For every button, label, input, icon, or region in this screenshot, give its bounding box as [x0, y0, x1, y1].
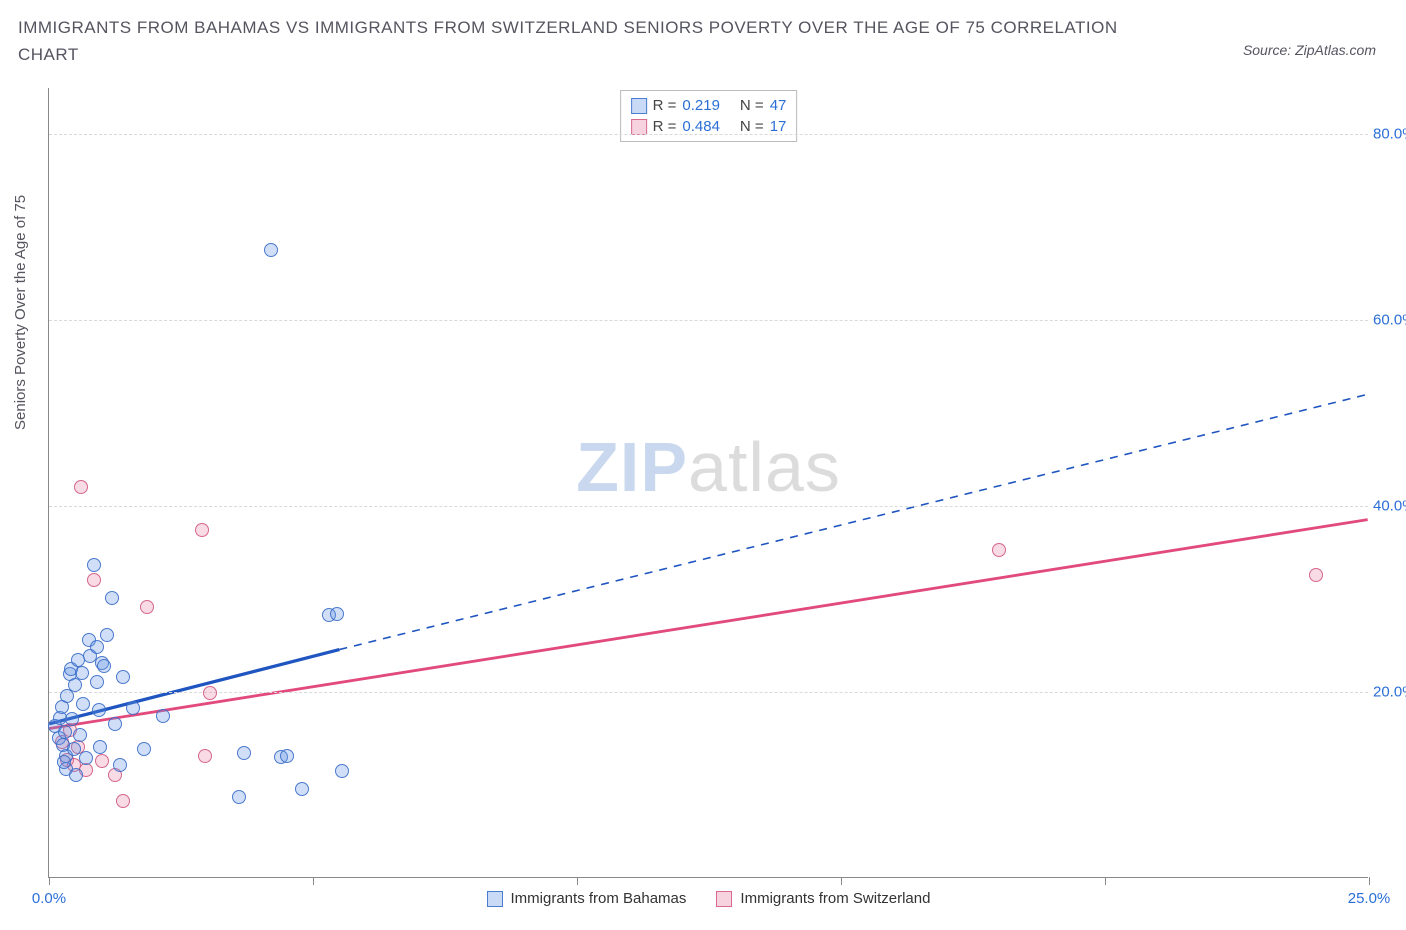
x-tick	[313, 877, 314, 885]
x-tick-label: 0.0%	[32, 890, 66, 907]
scatter-point-switzerland	[1309, 568, 1323, 582]
trend-line	[339, 394, 1367, 649]
chart-title: IMMIGRANTS FROM BAHAMAS VS IMMIGRANTS FR…	[18, 14, 1118, 68]
x-tick	[1369, 877, 1370, 885]
gridline-h	[49, 692, 1368, 693]
y-tick-label: 20.0%	[1373, 684, 1406, 701]
plot-area: ZIPatlas R = 0.219 N = 47 R = 0.484 N = …	[48, 88, 1368, 878]
watermark-zip: ZIP	[576, 428, 688, 506]
legend-bahamas-N: 47	[770, 95, 787, 116]
scatter-point-switzerland	[116, 794, 130, 808]
scatter-point-bahamas	[73, 728, 87, 742]
scatter-point-bahamas	[108, 717, 122, 731]
legend-series: Immigrants from Bahamas Immigrants from …	[49, 890, 1368, 907]
scatter-point-bahamas	[87, 558, 101, 572]
scatter-point-bahamas	[79, 751, 93, 765]
scatter-point-switzerland	[140, 600, 154, 614]
source-attribution: Source: ZipAtlas.com	[1243, 42, 1376, 58]
scatter-point-bahamas	[100, 628, 114, 642]
swatch-blue-icon	[631, 98, 647, 114]
scatter-point-switzerland	[203, 686, 217, 700]
swatch-pink-icon	[631, 119, 647, 135]
scatter-point-switzerland	[74, 480, 88, 494]
scatter-point-bahamas	[75, 666, 89, 680]
scatter-point-bahamas	[137, 742, 151, 756]
scatter-point-bahamas	[90, 675, 104, 689]
scatter-point-bahamas	[97, 659, 111, 673]
scatter-point-bahamas	[335, 764, 349, 778]
x-tick	[841, 877, 842, 885]
watermark-atlas: atlas	[688, 428, 841, 506]
scatter-point-bahamas	[65, 712, 79, 726]
y-tick-label: 40.0%	[1373, 498, 1406, 515]
legend-bahamas-label: Immigrants from Bahamas	[511, 890, 687, 907]
scatter-point-bahamas	[280, 749, 294, 763]
legend-series-switzerland: Immigrants from Switzerland	[716, 890, 930, 907]
legend-stats-row-bahamas: R = 0.219 N = 47	[631, 95, 787, 116]
watermark: ZIPatlas	[576, 427, 841, 507]
trend-line	[49, 520, 1367, 729]
scatter-point-bahamas	[330, 607, 344, 621]
scatter-point-bahamas	[237, 746, 251, 760]
x-tick	[577, 877, 578, 885]
scatter-point-bahamas	[126, 701, 140, 715]
scatter-point-switzerland	[95, 754, 109, 768]
legend-bahamas-R: 0.219	[682, 95, 720, 116]
scatter-point-bahamas	[93, 740, 107, 754]
scatter-point-bahamas	[264, 243, 278, 257]
x-tick	[1105, 877, 1106, 885]
scatter-point-bahamas	[68, 678, 82, 692]
scatter-point-bahamas	[90, 640, 104, 654]
scatter-point-bahamas	[295, 782, 309, 796]
legend-series-bahamas: Immigrants from Bahamas	[487, 890, 687, 907]
scatter-point-bahamas	[92, 703, 106, 717]
scatter-point-bahamas	[232, 790, 246, 804]
scatter-point-bahamas	[105, 591, 119, 605]
scatter-point-switzerland	[992, 543, 1006, 557]
scatter-point-switzerland	[87, 573, 101, 587]
legend-switzerland-label: Immigrants from Switzerland	[740, 890, 930, 907]
scatter-point-bahamas	[58, 725, 72, 739]
gridline-h	[49, 134, 1368, 135]
y-tick-label: 80.0%	[1373, 126, 1406, 143]
legend-N-label: N =	[740, 95, 764, 116]
scatter-point-switzerland	[195, 523, 209, 537]
x-tick	[49, 877, 50, 885]
swatch-blue-icon	[487, 891, 503, 907]
scatter-point-bahamas	[57, 755, 71, 769]
y-axis-label: Seniors Poverty Over the Age of 75	[12, 195, 29, 430]
scatter-point-bahamas	[113, 758, 127, 772]
gridline-h	[49, 506, 1368, 507]
scatter-point-bahamas	[116, 670, 130, 684]
x-tick-label: 25.0%	[1348, 890, 1391, 907]
legend-R-label: R =	[653, 95, 677, 116]
gridline-h	[49, 320, 1368, 321]
scatter-point-bahamas	[69, 768, 83, 782]
scatter-point-bahamas	[76, 697, 90, 711]
scatter-point-bahamas	[156, 709, 170, 723]
y-tick-label: 60.0%	[1373, 312, 1406, 329]
swatch-pink-icon	[716, 891, 732, 907]
scatter-point-switzerland	[198, 749, 212, 763]
